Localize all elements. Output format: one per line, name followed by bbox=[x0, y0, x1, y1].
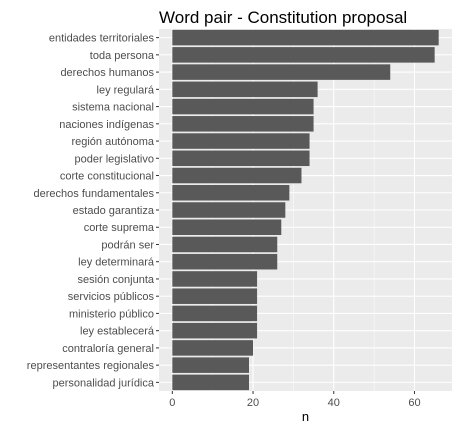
x-axis-ticks: 0 20 40 60 bbox=[169, 391, 421, 409]
bar bbox=[172, 357, 249, 373]
category-label: ley determinará bbox=[78, 257, 155, 269]
bar bbox=[172, 322, 258, 339]
category-label: sesión conjunta bbox=[78, 274, 155, 286]
category-label: personalidad jurídica bbox=[52, 377, 154, 389]
category-label: estado garantiza bbox=[73, 205, 155, 217]
bar bbox=[172, 340, 254, 356]
category-label: contraloría general bbox=[62, 343, 154, 355]
bar bbox=[172, 29, 439, 46]
bar bbox=[172, 64, 391, 80]
bar bbox=[172, 133, 310, 149]
category-label: poder legislativo bbox=[75, 153, 155, 165]
bar bbox=[172, 202, 286, 218]
bar bbox=[172, 81, 318, 98]
x-tick-label: 20 bbox=[247, 397, 259, 409]
bar bbox=[172, 236, 278, 253]
bar bbox=[172, 219, 282, 235]
category-label: derechos fundamentales bbox=[34, 188, 155, 200]
bars-group bbox=[172, 29, 439, 391]
x-axis-title: n bbox=[302, 409, 309, 424]
bar bbox=[172, 47, 435, 63]
category-label: corte constitucional bbox=[60, 171, 154, 183]
category-label: ministerio público bbox=[69, 308, 154, 320]
bar bbox=[172, 271, 258, 287]
bar bbox=[172, 305, 258, 322]
category-label: naciones indígenas bbox=[59, 119, 154, 131]
x-tick-label: 40 bbox=[328, 397, 340, 409]
category-label: toda persona bbox=[90, 50, 155, 62]
bar bbox=[172, 253, 278, 270]
bar bbox=[172, 288, 258, 304]
category-label: representantes regionales bbox=[27, 360, 155, 372]
x-tick-label: 60 bbox=[408, 397, 420, 409]
chart-title: Word pair - Constitution proposal bbox=[159, 8, 407, 27]
category-label: entidades territoriales bbox=[49, 33, 155, 45]
bar bbox=[172, 167, 302, 184]
bar bbox=[172, 98, 314, 115]
category-labels: entidades territoriales toda persona derec… bbox=[27, 33, 159, 389]
category-label: derechos humanos bbox=[60, 67, 154, 79]
x-tick-label: 0 bbox=[169, 397, 175, 409]
bar bbox=[172, 185, 290, 201]
bar bbox=[172, 374, 249, 391]
category-label: servicios públicos bbox=[68, 291, 155, 303]
bar bbox=[172, 116, 314, 132]
category-label: ley establecerá bbox=[80, 326, 155, 338]
category-label: ley regulará bbox=[97, 84, 155, 96]
category-label: podrán ser bbox=[101, 239, 154, 251]
category-label: corte suprema bbox=[84, 222, 155, 234]
bar bbox=[172, 150, 310, 167]
category-label: sistema nacional bbox=[72, 102, 154, 114]
category-label: región autónoma bbox=[71, 136, 154, 148]
